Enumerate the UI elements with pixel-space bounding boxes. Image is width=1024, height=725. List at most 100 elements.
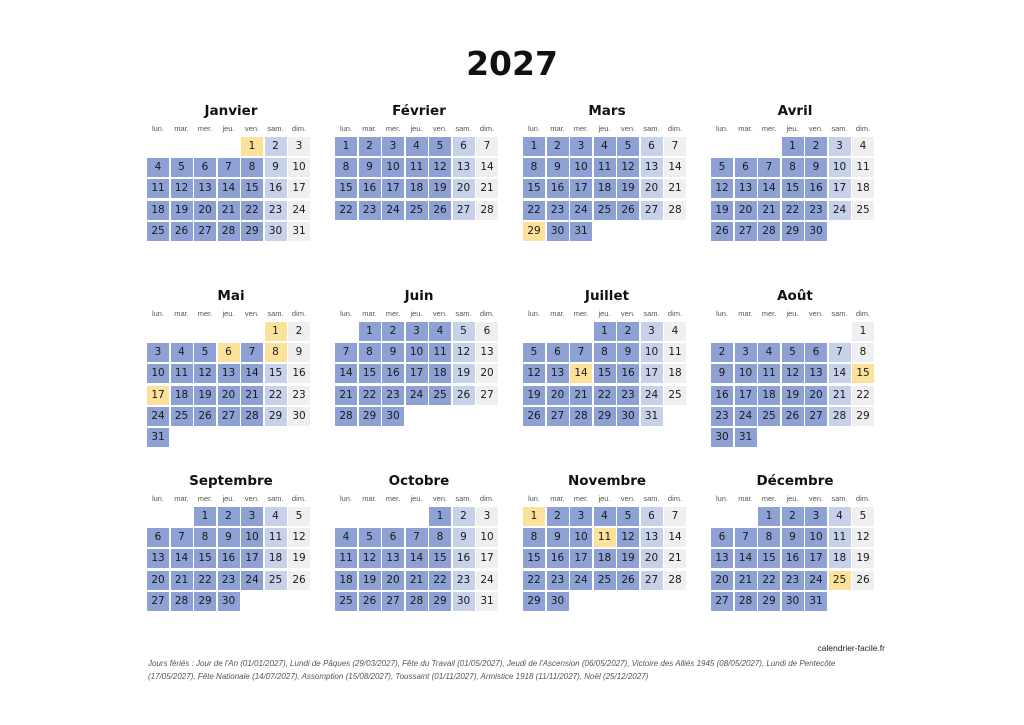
weekday-label: ven.	[808, 494, 824, 503]
day-cell: 10	[288, 158, 310, 178]
day-cell: 14	[664, 528, 686, 548]
weekday-label: lun.	[151, 124, 165, 133]
day-cell: 10	[476, 528, 498, 548]
day-cell: 20	[382, 570, 404, 590]
weekday-label: sam.	[455, 309, 472, 318]
day-cell: 23	[217, 570, 240, 590]
day-cell: 10	[828, 158, 851, 178]
weekday-label: mer.	[761, 124, 777, 133]
day-cell: 1	[523, 507, 545, 526]
month-7: Août lun. mar. mer. jeu. ven. sam. dim. 1 2 3 4 5 6 7 8…	[711, 288, 879, 458]
day-cell: 26	[523, 406, 545, 426]
day-cell: 13	[194, 179, 216, 199]
day-cell: 22	[781, 200, 804, 220]
weekday-label: sam.	[455, 124, 472, 133]
day-cell: 30	[546, 221, 569, 241]
month-title: Mai	[217, 288, 245, 304]
day-cell: 19	[452, 364, 475, 384]
day-cell: 13	[382, 549, 404, 569]
day-cell: 23	[805, 200, 827, 220]
day-cell: 18	[593, 179, 616, 199]
day-cell: 28	[758, 221, 780, 241]
day-cell: 22	[758, 570, 780, 590]
weekday-label: jeu.	[410, 124, 423, 133]
source-credit: calendrier-facile.fr	[817, 643, 885, 653]
day-cell: 1	[523, 137, 545, 156]
day-cell: 7	[241, 343, 263, 363]
day-cell: 17	[640, 364, 663, 384]
day-cell: 25	[664, 385, 686, 405]
day-cell: 5	[617, 507, 639, 526]
day-cell: 26	[617, 200, 639, 220]
day-cell: 17	[805, 549, 827, 569]
day-cell: 12	[781, 364, 804, 384]
day-cell: 26	[358, 591, 381, 611]
month-title: Novembre	[567, 473, 647, 489]
weekday-label: dim.	[855, 309, 871, 318]
day-cell: 7	[758, 158, 780, 178]
day-cell: 5	[288, 507, 310, 526]
day-cell: 6	[711, 528, 733, 548]
day-cell: 12	[194, 364, 216, 384]
day-cell: 25	[593, 200, 616, 220]
day-cell: 20	[147, 570, 169, 590]
day-cell: 9	[781, 528, 804, 548]
day-cell: 20	[194, 200, 216, 220]
day-cell: 15	[264, 364, 287, 384]
weekday-label: lun.	[715, 309, 729, 318]
day-cell: 18	[147, 200, 169, 220]
month-9: Octobre lun. mar. mer. jeu. ven. sam. dim. 1 2 3 4 5…	[335, 473, 503, 643]
day-cell: 24	[570, 570, 592, 590]
weekday-label: ven.	[620, 124, 636, 133]
weekday-label: sam.	[831, 309, 848, 318]
day-cell: 27	[217, 406, 240, 426]
day-cell: 8	[264, 343, 287, 363]
day-cell: 26	[170, 221, 193, 241]
day-cell: 31	[734, 428, 757, 447]
day-cell: 16	[781, 549, 804, 569]
weekday-label: ven.	[432, 494, 448, 503]
weekday-label: mar.	[174, 309, 189, 318]
month-title: Mars	[588, 103, 626, 119]
day-cell: 22	[335, 200, 357, 220]
weekday-label: mar.	[550, 494, 565, 503]
weekday-label: ven.	[620, 309, 636, 318]
day-cell: 3	[828, 137, 851, 156]
day-cell: 27	[194, 221, 216, 241]
day-cell: 12	[852, 528, 874, 548]
day-cell: 17	[570, 179, 592, 199]
day-cell: 29	[781, 221, 804, 241]
month-8: Septembre lun. mar. mer. jeu. ven. sam. dim. 1 2 3…	[147, 473, 315, 643]
day-cell: 24	[405, 385, 428, 405]
day-cell: 12	[429, 158, 451, 178]
day-cell: 24	[805, 570, 827, 590]
day-cell: 16	[264, 179, 287, 199]
weekday-label: lun.	[527, 494, 541, 503]
day-cell: 4	[758, 343, 780, 363]
day-cell: 9	[617, 343, 639, 363]
day-cell: 19	[429, 179, 451, 199]
day-cell: 24	[828, 200, 851, 220]
day-cell: 31	[147, 428, 169, 447]
day-cell: 20	[452, 179, 475, 199]
day-cell: 31	[476, 591, 498, 611]
day-cell: 20	[476, 364, 498, 384]
day-cell: 4	[593, 507, 616, 526]
day-cell: 28	[217, 221, 240, 241]
day-cell: 7	[828, 343, 851, 363]
day-cell: 12	[617, 528, 639, 548]
day-cell: 30	[781, 591, 804, 611]
day-cell: 14	[217, 179, 240, 199]
day-cell: 4	[264, 507, 287, 526]
weekday-label: mer.	[197, 494, 213, 503]
month-title: Avril	[777, 103, 813, 119]
day-cell: 8	[241, 158, 263, 178]
day-cell: 16	[805, 179, 827, 199]
day-cell: 5	[523, 343, 545, 363]
day-cell: 26	[617, 570, 639, 590]
weekday-label: ven.	[244, 309, 260, 318]
day-cell: 3	[734, 343, 757, 363]
day-cell: 30	[288, 406, 310, 426]
weekday-label: ven.	[244, 494, 260, 503]
day-cell: 10	[147, 364, 169, 384]
